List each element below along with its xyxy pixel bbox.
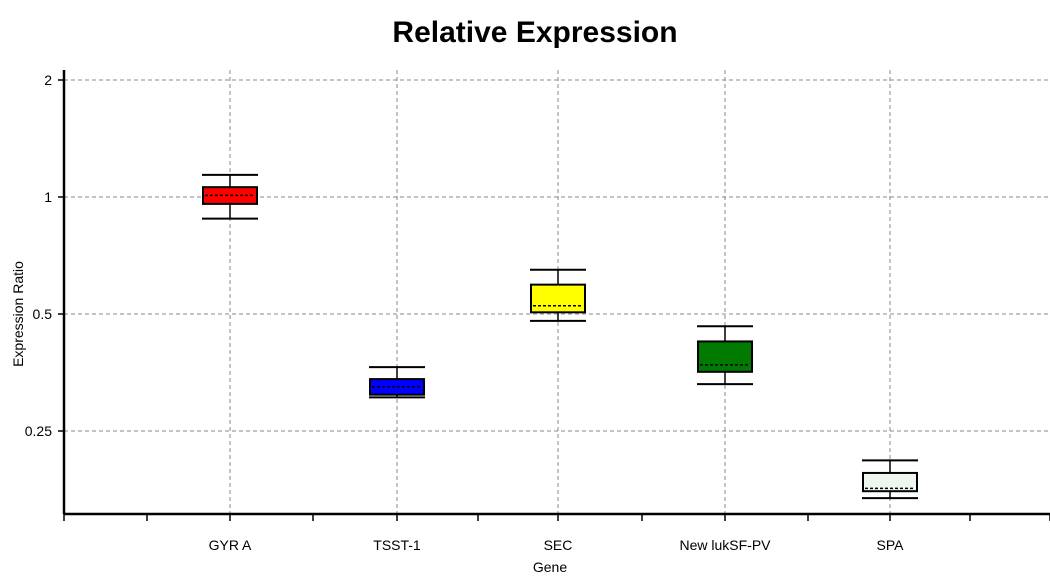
x-tick-label: GYR A — [209, 537, 252, 553]
x-axis-label: Gene — [533, 559, 567, 575]
chart-title: Relative Expression — [392, 16, 677, 49]
x-tick-label: SPA — [877, 537, 905, 553]
y-tick-label: 1 — [44, 189, 52, 205]
x-tick-label: TSST-1 — [373, 537, 421, 553]
boxes — [202, 173, 918, 500]
x-tick-label: New lukSF-PV — [679, 537, 771, 553]
box-new-luksf-pv — [697, 340, 753, 373]
y-tick-label: 0.5 — [33, 306, 53, 322]
y-tick-label: 2 — [44, 72, 52, 88]
box-spa — [862, 471, 918, 493]
axes — [58, 70, 1050, 521]
x-tick-label: SEC — [544, 537, 573, 553]
labels: 0.25 0.5 1 2 GYR A TSST-1 SEC New lukSF-PV SPA — [25, 72, 904, 553]
y-tick-label: 0.25 — [25, 423, 52, 439]
box-sec — [530, 283, 586, 314]
y-axis-label: Expression Ratio — [10, 261, 26, 367]
